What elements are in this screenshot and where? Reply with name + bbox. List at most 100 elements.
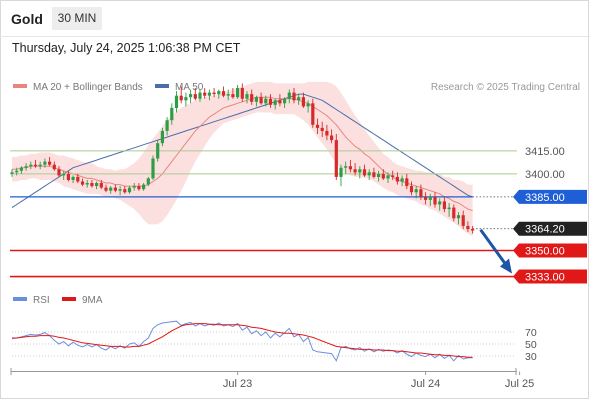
candle-body xyxy=(76,176,80,182)
candle-body xyxy=(62,173,66,176)
candle-body xyxy=(160,130,164,144)
instrument-title: Gold xyxy=(11,11,43,27)
candlesticks xyxy=(10,83,475,234)
candle-body xyxy=(10,172,14,174)
candle-body xyxy=(339,167,343,177)
candle-body xyxy=(90,183,94,187)
candle-body xyxy=(424,196,428,200)
support-price-label: 3350.00 xyxy=(525,246,565,258)
x-axis-tick-label: Jul 24 xyxy=(411,378,440,390)
projection-arrow-shaft xyxy=(479,228,510,269)
candle-body xyxy=(174,95,179,108)
candle-body xyxy=(409,186,414,193)
candle-body xyxy=(254,97,258,102)
support-price-tag xyxy=(513,269,587,284)
candle-body xyxy=(189,94,193,98)
resistance-price-label: 3400.00 xyxy=(525,169,565,181)
price-legend: MA 20 + Bollinger Bands MA 50 Research ©… xyxy=(13,82,580,93)
candle-body xyxy=(142,184,146,190)
candle-body xyxy=(146,178,150,185)
candle-body xyxy=(165,120,169,131)
bollinger-band-fill xyxy=(12,81,473,237)
bollinger-bands xyxy=(12,81,473,237)
candle-body xyxy=(381,173,385,179)
last-price-label: 3364.20 xyxy=(525,224,565,236)
candle-body xyxy=(132,186,136,188)
candle-body xyxy=(29,164,33,167)
candle-body xyxy=(377,173,381,177)
candle-body xyxy=(259,97,263,104)
candle-body xyxy=(330,135,334,141)
candle-body xyxy=(395,176,399,182)
candle-body xyxy=(372,172,376,177)
candle-body xyxy=(66,173,70,180)
candle-body xyxy=(212,92,216,95)
candle-body xyxy=(456,215,461,219)
candle-body xyxy=(245,94,249,99)
ma20-legend-swatch xyxy=(13,84,27,88)
rsi-legend: RSI 9MA xyxy=(13,295,103,306)
candle-body xyxy=(24,166,28,168)
candle-body xyxy=(104,187,108,191)
support-price-tag xyxy=(513,243,587,258)
candle-body xyxy=(466,226,470,230)
ma20-legend-label: MA 20 + Bollinger Bands xyxy=(33,82,143,93)
candle-body xyxy=(71,176,75,180)
candle-body xyxy=(184,97,188,101)
candle-body xyxy=(48,161,52,165)
candle-body xyxy=(315,124,320,128)
pivot-price-tag xyxy=(513,189,587,204)
candle-body xyxy=(348,166,352,170)
rsi-ma-legend-swatch xyxy=(62,297,76,301)
candle-body xyxy=(442,201,446,210)
candle-body xyxy=(306,103,310,107)
ma50-layer xyxy=(11,93,473,209)
rsi-ma-legend-label: 9MA xyxy=(82,295,103,306)
rsi-tick-label: 70 xyxy=(525,327,537,339)
candle-body xyxy=(240,88,244,99)
candle-body xyxy=(19,167,23,171)
candle-body xyxy=(226,94,230,96)
header-bar: Gold 30 MIN xyxy=(0,0,590,37)
last-price-tag xyxy=(513,221,587,236)
candle-body xyxy=(250,94,254,102)
candle-body xyxy=(447,207,451,210)
timeframe-tab[interactable]: 30 MIN xyxy=(52,7,102,30)
candle-body xyxy=(367,172,371,176)
candle-body xyxy=(386,175,390,179)
candle-body xyxy=(52,164,56,170)
rsi-legend-swatch xyxy=(13,297,27,301)
candle-body xyxy=(471,229,475,231)
projection-arrow xyxy=(479,228,512,274)
candle-body xyxy=(99,183,103,188)
timestamp: Thursday, July 24, 2025 1:06:38 PM CET xyxy=(12,41,241,55)
candle-body xyxy=(57,169,61,176)
support-price-label: 3333.00 xyxy=(525,272,565,284)
candle-body xyxy=(391,175,395,177)
x-axis-tick-label: Jul 25 xyxy=(505,378,534,390)
candle-body xyxy=(405,178,409,187)
candle-body xyxy=(231,94,235,98)
candle-body xyxy=(452,207,456,219)
candle-body xyxy=(414,189,418,193)
candle-body xyxy=(301,97,305,107)
candle-body xyxy=(433,196,437,205)
candle-body xyxy=(461,215,465,226)
candle-body xyxy=(193,94,197,99)
candle-body xyxy=(137,186,141,190)
candle-body xyxy=(428,196,432,200)
candle-body xyxy=(156,143,160,159)
candle-body xyxy=(33,164,38,167)
candle-body xyxy=(80,181,85,185)
candle-body xyxy=(38,164,42,167)
candle-body xyxy=(221,91,226,96)
candle-body xyxy=(358,169,362,173)
x-axis-tick-label: Jul 23 xyxy=(223,378,252,390)
candle-body xyxy=(325,130,329,136)
resistance-price-label: 3415.00 xyxy=(525,146,565,158)
candle-body xyxy=(123,189,127,193)
price-level-labels: 3415.00 3400.00 3385.00 3364.20 3350.00 3333.… xyxy=(513,146,587,284)
